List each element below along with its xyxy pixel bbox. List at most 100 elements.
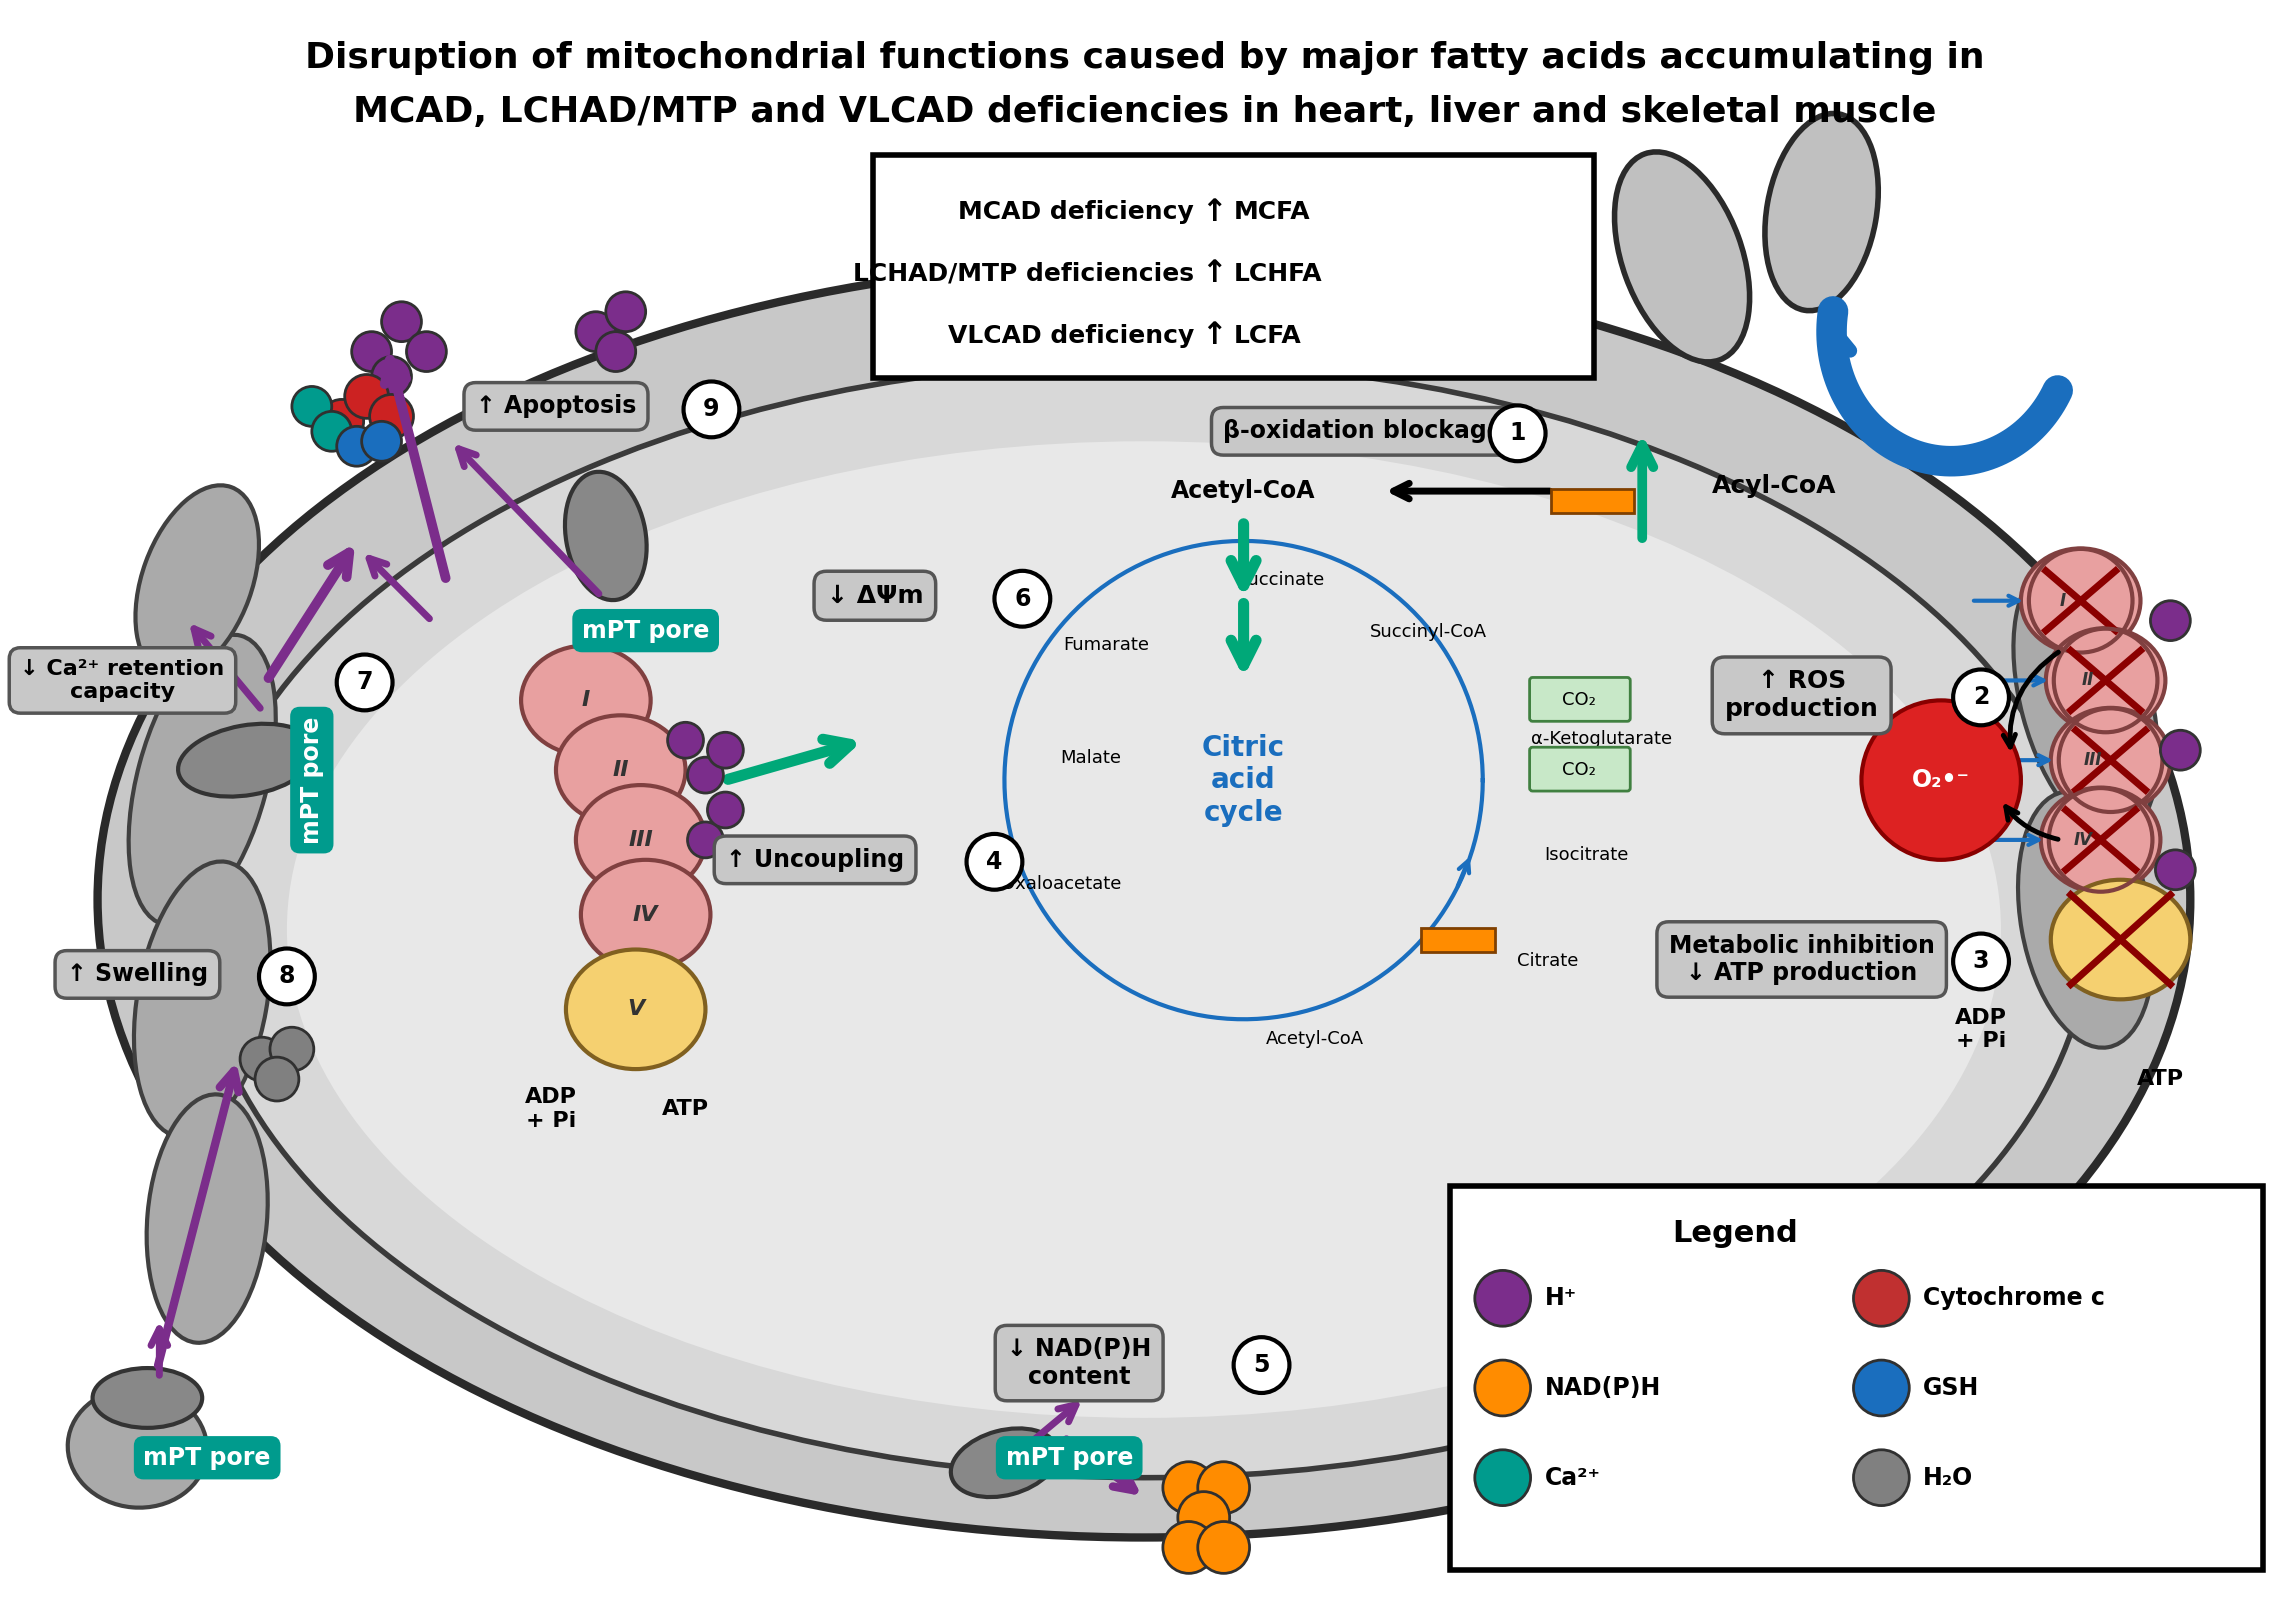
Text: 7: 7 [356, 670, 372, 695]
Ellipse shape [135, 486, 260, 677]
Circle shape [1854, 1449, 1909, 1506]
Ellipse shape [135, 861, 271, 1137]
Text: mPT pore: mPT pore [582, 618, 709, 643]
FancyBboxPatch shape [1421, 928, 1494, 952]
Circle shape [370, 395, 413, 439]
Text: H⁺: H⁺ [1544, 1287, 1576, 1310]
Text: Acyl-CoA: Acyl-CoA [1713, 474, 1836, 499]
Text: ADP
+ Pi: ADP + Pi [1955, 1007, 2007, 1051]
Text: Acetyl-CoA: Acetyl-CoA [1172, 479, 1316, 504]
Circle shape [707, 792, 744, 827]
Text: MCAD deficiency: MCAD deficiency [958, 201, 1193, 223]
Circle shape [1198, 1462, 1250, 1514]
FancyBboxPatch shape [1531, 748, 1631, 792]
Circle shape [1476, 1449, 1531, 1506]
Text: 8: 8 [278, 965, 294, 989]
Text: IV: IV [2073, 831, 2092, 848]
Circle shape [381, 301, 422, 342]
Circle shape [687, 758, 723, 793]
Circle shape [292, 387, 331, 426]
Text: II: II [2083, 672, 2094, 690]
Circle shape [1476, 1271, 1531, 1326]
Text: mPT pore: mPT pore [299, 717, 324, 843]
Text: MCAD, LCHAD/MTP and VLCAD deficiencies in heart, liver and skeletal muscle: MCAD, LCHAD/MTP and VLCAD deficiencies i… [354, 96, 1937, 130]
Text: CO₂: CO₂ [1562, 761, 1597, 779]
Circle shape [1198, 1522, 1250, 1574]
Ellipse shape [520, 646, 650, 754]
Circle shape [995, 572, 1049, 627]
Text: α-Ketoglutarate: α-Ketoglutarate [1531, 730, 1672, 748]
Text: Metabolic inhibition
↓ ATP production: Metabolic inhibition ↓ ATP production [1670, 934, 1934, 986]
Ellipse shape [68, 1387, 208, 1507]
Text: 9: 9 [703, 397, 721, 421]
Circle shape [338, 426, 376, 466]
Text: ↑ Apoptosis: ↑ Apoptosis [477, 395, 636, 418]
Circle shape [707, 732, 744, 767]
Ellipse shape [1615, 152, 1750, 363]
FancyBboxPatch shape [874, 155, 1594, 379]
FancyBboxPatch shape [1551, 489, 1633, 513]
Text: ↑: ↑ [1200, 321, 1227, 350]
Ellipse shape [2019, 792, 2153, 1047]
Ellipse shape [196, 361, 2092, 1478]
Ellipse shape [566, 949, 705, 1069]
Text: O₂•⁻: O₂•⁻ [1911, 767, 1971, 792]
Text: I: I [582, 690, 591, 711]
Text: 3: 3 [1973, 949, 1989, 973]
Circle shape [2160, 730, 2201, 771]
Ellipse shape [1765, 113, 1877, 311]
FancyBboxPatch shape [1531, 677, 1631, 722]
FancyBboxPatch shape [1451, 1185, 2263, 1570]
Circle shape [967, 834, 1022, 890]
Circle shape [1953, 670, 2010, 725]
Text: Malate: Malate [1061, 750, 1122, 767]
Text: Succinyl-CoA: Succinyl-CoA [1371, 623, 1487, 641]
Ellipse shape [566, 471, 646, 601]
Circle shape [1163, 1462, 1216, 1514]
Ellipse shape [557, 716, 687, 826]
Circle shape [1854, 1271, 1909, 1326]
Ellipse shape [146, 1094, 267, 1342]
Text: 6: 6 [1015, 586, 1031, 610]
Text: LCHFA: LCHFA [1234, 262, 1323, 287]
Text: ↑: ↑ [1200, 198, 1227, 227]
Circle shape [240, 1038, 283, 1081]
Circle shape [684, 382, 739, 437]
Circle shape [312, 411, 351, 452]
Text: ↑ Swelling: ↑ Swelling [66, 962, 208, 986]
Circle shape [2156, 850, 2194, 890]
Text: ↑ Uncoupling: ↑ Uncoupling [725, 848, 903, 871]
Text: ↑ ROS
production: ↑ ROS production [1724, 670, 1880, 722]
Text: III: III [627, 831, 652, 850]
Circle shape [1177, 1491, 1229, 1543]
Text: LCHAD/MTP deficiencies: LCHAD/MTP deficiencies [853, 262, 1193, 287]
Text: IV: IV [632, 905, 659, 924]
Circle shape [2151, 601, 2190, 641]
Circle shape [1489, 405, 1547, 461]
Circle shape [269, 1026, 315, 1072]
Text: ATP: ATP [661, 1099, 709, 1119]
Circle shape [1861, 701, 2021, 860]
Ellipse shape [178, 724, 317, 797]
Circle shape [372, 356, 411, 397]
Text: LCFA: LCFA [1234, 324, 1302, 348]
Text: Acetyl-CoA: Acetyl-CoA [1266, 1030, 1364, 1047]
Ellipse shape [287, 442, 2000, 1418]
Text: mPT pore: mPT pore [1006, 1446, 1134, 1470]
Circle shape [406, 332, 447, 371]
Ellipse shape [2051, 708, 2172, 813]
Circle shape [255, 1057, 299, 1101]
Ellipse shape [2051, 879, 2190, 999]
Circle shape [344, 374, 388, 418]
Text: Isocitrate: Isocitrate [1544, 845, 1629, 863]
Text: β-oxidation blockage: β-oxidation blockage [1223, 419, 1503, 444]
Text: MCFA: MCFA [1234, 201, 1309, 223]
Circle shape [1234, 1337, 1289, 1392]
Text: 4: 4 [985, 850, 1004, 874]
Text: III: III [2083, 751, 2101, 769]
Text: ↓ NAD(P)H
content: ↓ NAD(P)H content [1006, 1337, 1152, 1389]
Ellipse shape [2021, 549, 2140, 652]
Ellipse shape [98, 262, 2190, 1538]
Text: II: II [614, 761, 630, 780]
Circle shape [1854, 1360, 1909, 1417]
